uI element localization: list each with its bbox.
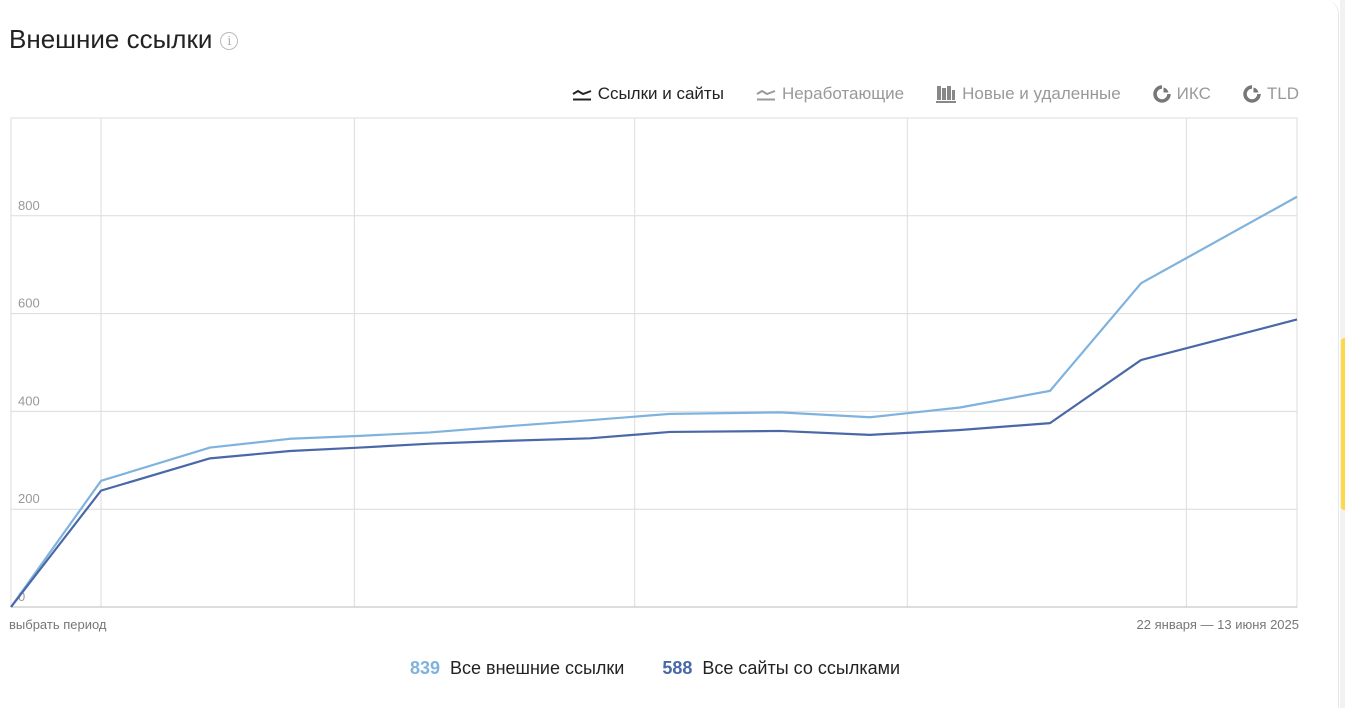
info-icon[interactable]: i bbox=[220, 32, 239, 50]
tab-tld[interactable]: TLD bbox=[1243, 84, 1299, 104]
chart-tabs: Ссылки и сайты Неработающие Новые и удал… bbox=[572, 84, 1299, 104]
pie-chart-icon bbox=[1243, 85, 1261, 103]
tab-label: ИКС bbox=[1176, 84, 1211, 103]
chart-legend: 839 Все внешние ссылки 588 Все сайты со … bbox=[0, 658, 1310, 679]
tab-iks[interactable]: ИКС bbox=[1152, 84, 1211, 104]
bar-chart-icon bbox=[936, 86, 957, 103]
tab-label: Неработающие bbox=[781, 84, 905, 103]
y-tick-label: 800 bbox=[18, 198, 40, 213]
y-tick-label: 200 bbox=[18, 491, 40, 506]
legend-value: 588 bbox=[662, 658, 693, 678]
side-feedback-tab[interactable] bbox=[1341, 338, 1345, 510]
tab-label: Новые и удаленные bbox=[962, 84, 1121, 103]
y-tick-label: 0 bbox=[18, 589, 25, 604]
links-line-chart[interactable]: 0 200 400 600 800 bbox=[0, 100, 1310, 620]
legend-label: Все сайты со ссылками bbox=[702, 658, 901, 678]
series-line-all-links bbox=[10, 195, 1298, 608]
plot-frame bbox=[10, 117, 1298, 608]
series-line-all-sites bbox=[10, 318, 1298, 608]
legend-item-links[interactable]: 839 Все внешние ссылки bbox=[410, 658, 624, 679]
select-period-link[interactable]: выбрать период bbox=[9, 617, 107, 632]
y-tick-label: 600 bbox=[18, 296, 40, 311]
tab-links-and-sites[interactable]: Ссылки и сайты bbox=[572, 84, 724, 104]
chart-area: 0 200 400 600 800 bbox=[0, 100, 1310, 620]
legend-value: 839 bbox=[409, 658, 440, 678]
tab-new-and-deleted[interactable]: Новые и удаленные bbox=[936, 84, 1121, 104]
tab-label: Ссылки и сайты bbox=[597, 84, 724, 103]
legend-item-sites[interactable]: 588 Все сайты со ссылками bbox=[662, 658, 900, 679]
tab-label: TLD bbox=[1266, 84, 1299, 103]
widget-title-row: Внешние ссылки i bbox=[9, 24, 239, 55]
legend-label: Все внешние ссылки bbox=[450, 658, 625, 678]
y-tick-label: 400 bbox=[18, 393, 40, 408]
line-chart-icon bbox=[756, 89, 776, 101]
pie-chart-icon bbox=[1152, 85, 1171, 103]
page-title: Внешние ссылки bbox=[9, 24, 213, 54]
line-chart-icon bbox=[572, 89, 592, 101]
tab-broken[interactable]: Неработающие bbox=[756, 84, 904, 104]
date-range: 22 января — 13 июня 2025 bbox=[1136, 617, 1299, 632]
